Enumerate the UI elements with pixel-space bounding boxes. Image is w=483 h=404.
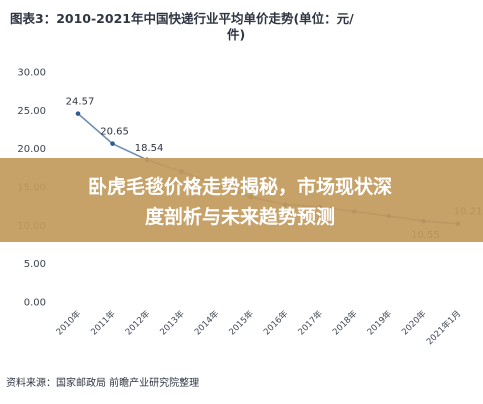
y-tick-label: 20.00	[17, 144, 46, 155]
x-tick-label: 2018年	[330, 308, 359, 337]
chart-title-line2: 件)	[227, 27, 245, 42]
banner-background	[0, 158, 483, 242]
y-tick-label: 25.00	[17, 106, 46, 117]
overlay-banner: 卧虎毛毯价格走势揭秘，市场现状深 度剖析与未来趋势预测	[0, 158, 483, 242]
data-point	[75, 111, 81, 116]
banner-line1: 卧虎毛毯价格走势揭秘，市场现状深	[88, 175, 392, 198]
data-label: 24.57	[66, 97, 95, 108]
data-point	[110, 141, 115, 146]
source-note: 资料来源：国家邮政局 前瞻产业研究院整理	[6, 376, 199, 389]
x-tick-label: 2020年	[399, 308, 428, 337]
x-tick-label: 2015年	[227, 308, 256, 337]
data-label: 18.54	[135, 143, 164, 154]
x-tick-label: 2013年	[158, 308, 187, 337]
x-tick-label: 2021年1月	[424, 308, 463, 347]
data-label: 20.65	[100, 127, 129, 138]
y-tick-label: 5.00	[24, 259, 46, 270]
x-tick-label: 2019年	[365, 308, 394, 337]
y-tick-label: 30.00	[17, 68, 46, 79]
x-tick-label: 2012年	[123, 308, 152, 337]
x-tick-label: 2010年	[54, 308, 83, 337]
x-tick-label: 2014年	[192, 308, 221, 337]
y-tick-label: 0.00	[24, 298, 46, 309]
x-tick-label: 2016年	[261, 308, 290, 337]
x-tick-label: 2011年	[89, 308, 118, 337]
banner-line2: 度剖析与未来趋势预测	[145, 205, 335, 228]
x-tick-label: 2017年	[296, 308, 325, 337]
chart-title-line1: 图表3：2010-2021年中国快递行业平均单价走势(单位：元/	[10, 11, 354, 26]
x-axis: 2010年 2011年 2012年 2013年 2014年 2015年 2016年 2017年…	[54, 308, 463, 347]
